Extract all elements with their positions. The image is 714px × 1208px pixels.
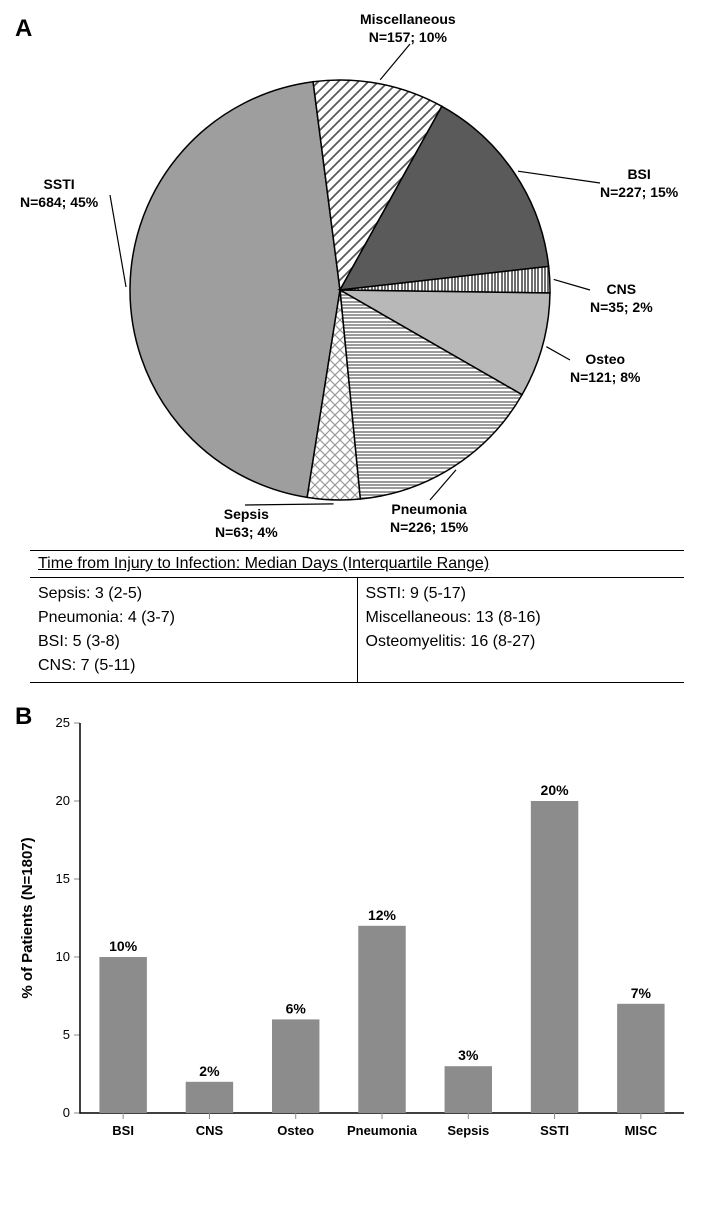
table-header: Time from Injury to Infection: Median Da… [30, 551, 684, 578]
x-tick-label: Sepsis [447, 1123, 489, 1138]
bar-pneumonia [358, 926, 405, 1113]
table-cell: Miscellaneous: 13 (8-16) [366, 606, 677, 630]
panel-b-bar: B 0 5 10 15 20 25 % of Patients (N=1807) 10% BSI… [10, 703, 704, 1163]
bar-value-label: 7% [631, 985, 652, 1001]
table-cell: Pneumonia: 4 (3-7) [38, 606, 349, 630]
bar-value-label: 3% [458, 1047, 479, 1063]
pie-label-pneu: PneumoniaN=226; 15% [390, 500, 468, 536]
y-tick-label: 15 [56, 871, 70, 886]
bar-sepsis [445, 1066, 492, 1113]
time-table: Time from Injury to Infection: Median Da… [30, 550, 684, 683]
x-tick-label: BSI [112, 1123, 134, 1138]
pie-label-osteo: OsteoN=121; 8% [570, 350, 640, 386]
x-tick-label: SSTI [540, 1123, 569, 1138]
table-cell: BSI: 5 (3-8) [38, 630, 349, 654]
pie-label-ssti: SSTIN=684; 45% [20, 175, 98, 211]
bar-value-label: 20% [541, 782, 570, 798]
bar-chart: 0 5 10 15 20 25 % of Patients (N=1807) 10% BSI 2%… [10, 703, 704, 1163]
table-col-left: Sepsis: 3 (2-5)Pneumonia: 4 (3-7)BSI: 5 … [30, 578, 358, 682]
pie-label-sepsis: SepsisN=63; 4% [215, 505, 278, 541]
y-axis-label: % of Patients (N=1807) [19, 837, 36, 998]
pie-label-cns: CNSN=35; 2% [590, 280, 653, 316]
table-cell: Sepsis: 3 (2-5) [38, 582, 349, 606]
table-cell: Osteomyelitis: 16 (8-27) [366, 630, 677, 654]
table-cell: CNS: 7 (5-11) [38, 654, 349, 678]
y-tick-label: 10 [56, 949, 70, 964]
bar-value-label: 2% [199, 1063, 220, 1079]
panel-a-pie: A SSTIN=684; 45% MiscellaneousN=157; 10% B… [10, 10, 704, 540]
bar-ssti [531, 801, 578, 1113]
pie-label-misc: MiscellaneousN=157; 10% [360, 10, 456, 46]
x-tick-label: CNS [196, 1123, 224, 1138]
panel-b-label: B [15, 703, 32, 731]
panel-a-label: A [15, 15, 32, 43]
bar-cns [186, 1082, 233, 1113]
table-col-right: SSTI: 9 (5-17)Miscellaneous: 13 (8-16)Os… [358, 578, 685, 682]
bar-osteo [272, 1019, 319, 1113]
table-cell: SSTI: 9 (5-17) [366, 582, 677, 606]
pie-slice-ssti [130, 82, 340, 498]
bar-misc [617, 1004, 664, 1113]
x-tick-label: Pneumonia [347, 1123, 418, 1138]
x-tick-label: MISC [625, 1123, 658, 1138]
pie-label-bsi: BSIN=227; 15% [600, 165, 678, 201]
y-tick-label: 5 [63, 1027, 70, 1042]
bar-bsi [99, 957, 146, 1113]
bar-value-label: 10% [109, 938, 138, 954]
y-tick-label: 20 [56, 793, 70, 808]
y-tick-label: 25 [56, 715, 70, 730]
bar-value-label: 6% [286, 1000, 307, 1016]
x-tick-label: Osteo [277, 1123, 314, 1138]
y-tick-label: 0 [63, 1105, 70, 1120]
bar-value-label: 12% [368, 907, 397, 923]
